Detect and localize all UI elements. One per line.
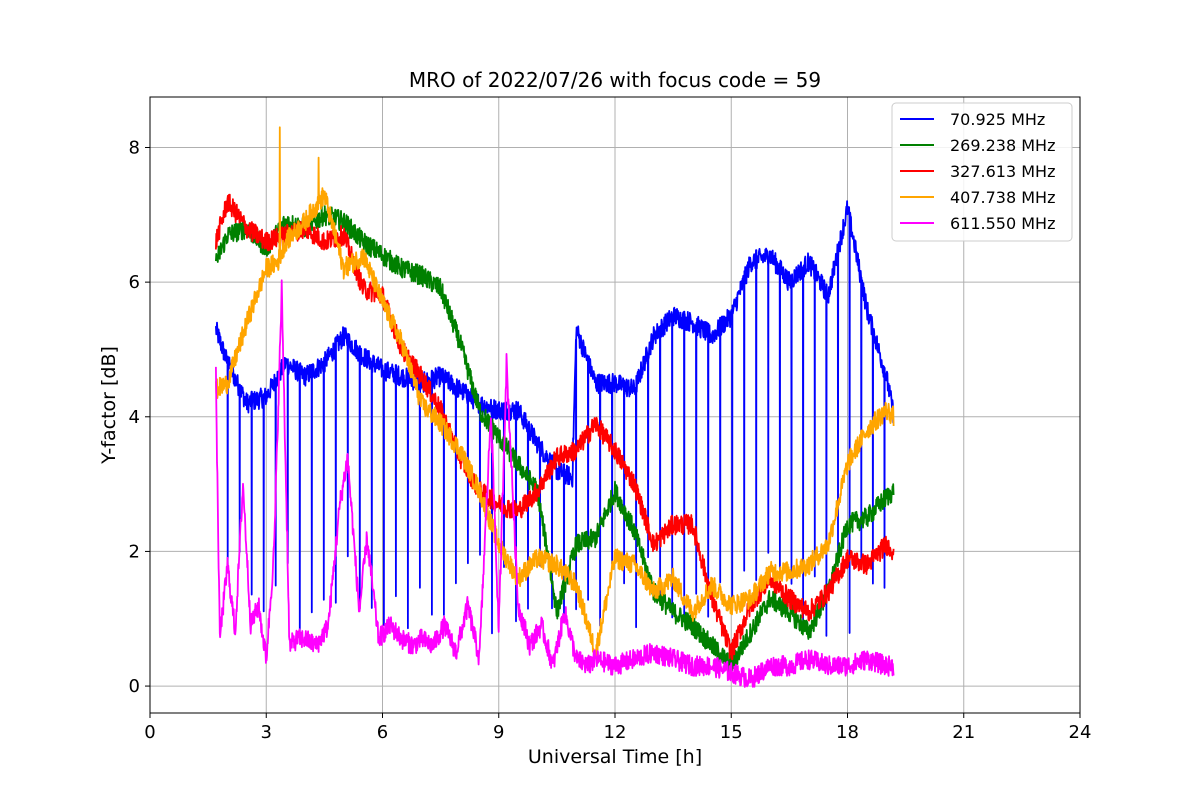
y-tick-label: 0 (129, 676, 140, 697)
plot-area (215, 126, 895, 688)
legend-box (891, 102, 1073, 242)
y-tick-label: 2 (129, 541, 140, 562)
legend-label: 269.238 MHz (950, 136, 1055, 155)
legend-label: 407.738 MHz (950, 188, 1055, 207)
series-line (215, 193, 895, 661)
x-tick-label: 18 (836, 722, 859, 743)
x-tick-label: 9 (493, 722, 504, 743)
legend: 70.925 MHz 269.238 MHz 327.613 MHz 407.738 … (891, 102, 1073, 242)
series-line (215, 126, 895, 659)
x-axis-label: Universal Time [h] (528, 746, 702, 768)
y-tick-label: 6 (129, 272, 140, 293)
x-tick-label: 3 (261, 722, 272, 743)
chart-title: MRO of 2022/07/26 with focus code = 59 (409, 68, 821, 92)
legend-label: 611.550 MHz (950, 214, 1055, 233)
x-tick-label: 15 (720, 722, 743, 743)
y-tick-label: 4 (129, 407, 140, 428)
x-tick-label: 21 (952, 722, 975, 743)
x-tick-label: 6 (377, 722, 388, 743)
legend-label: 327.613 MHz (950, 162, 1055, 181)
x-tick-label: 12 (604, 722, 627, 743)
y-axis-label: Y-factor [dB] (98, 346, 120, 465)
series-line (215, 279, 895, 688)
x-tick-label: 0 (144, 722, 155, 743)
x-axis: 0 3 6 9 12 15 18 21 24 (144, 713, 1091, 743)
y-axis: 0 2 4 6 8 (129, 137, 150, 697)
legend-label: 70.925 MHz (950, 110, 1045, 129)
x-tick-label: 24 (1069, 722, 1092, 743)
y-tick-label: 8 (129, 137, 140, 158)
